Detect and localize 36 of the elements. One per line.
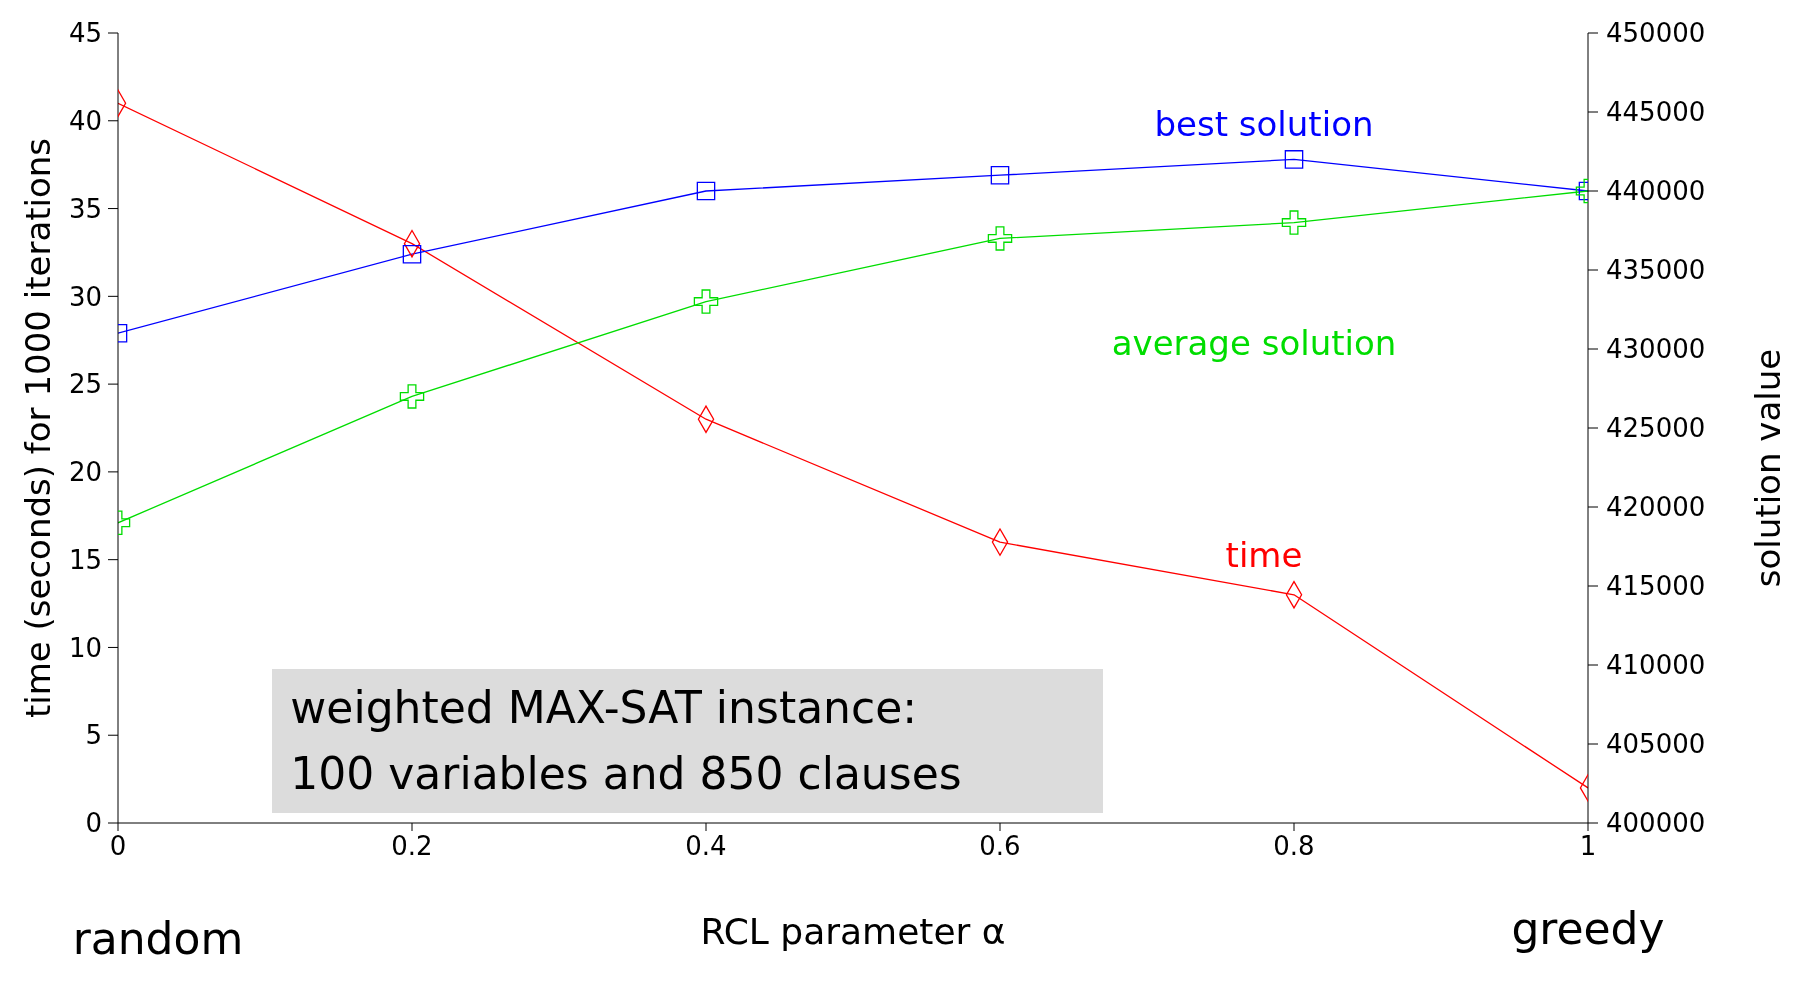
y2-axis-title: solution value (1748, 348, 1788, 588)
y2-tick-label: 425000 (1606, 413, 1706, 444)
y2-tick-label: 450000 (1606, 18, 1706, 49)
x-tick-label: 0.2 (391, 831, 433, 862)
y-tick-label: 0 (85, 808, 102, 839)
y2-tick-label: 440000 (1606, 176, 1706, 207)
series-label: best solution (1154, 104, 1374, 145)
series-label: time (1225, 534, 1303, 575)
y2-tick-label: 405000 (1606, 729, 1706, 760)
y2-tick-label: 400000 (1606, 808, 1706, 839)
y2-tick-label: 415000 (1606, 571, 1706, 602)
y-tick-label: 5 (85, 720, 102, 751)
x-tick-label: 0.6 (979, 831, 1021, 862)
x-tick-label: 0 (109, 831, 127, 862)
y2-tick-label: 430000 (1606, 334, 1706, 365)
y-tick-label: 25 (68, 369, 102, 400)
y2-tick-label: 410000 (1606, 650, 1706, 681)
x-tick-label: 0.8 (1273, 831, 1315, 862)
y-tick-label: 20 (68, 457, 102, 488)
y2-tick-label: 445000 (1606, 97, 1706, 128)
note-box: weighted MAX-SAT instance: 100 variables and 850 clauses (272, 668, 1103, 813)
y-tick-label: 35 (68, 193, 102, 224)
x-tick-label: 1 (1579, 831, 1597, 862)
y-tick-label: 15 (68, 544, 102, 575)
text: random (72, 913, 244, 964)
x-tick-label: 0.4 (685, 831, 727, 862)
y-tick-label: 30 (68, 281, 102, 312)
y-axis-title: time (seconds) for 1000 iterations (18, 137, 58, 719)
x-axis-title: RCL parameter α (700, 911, 1006, 952)
text: greedy (1511, 903, 1665, 954)
y2-tick-label: 420000 (1606, 492, 1706, 523)
text: average solution (1111, 322, 1397, 363)
y2-tick-label: 435000 (1606, 255, 1706, 286)
y-tick-label: 10 (68, 632, 102, 663)
y-tick-label: 40 (68, 106, 102, 137)
y-tick-label: 45 (68, 18, 102, 49)
